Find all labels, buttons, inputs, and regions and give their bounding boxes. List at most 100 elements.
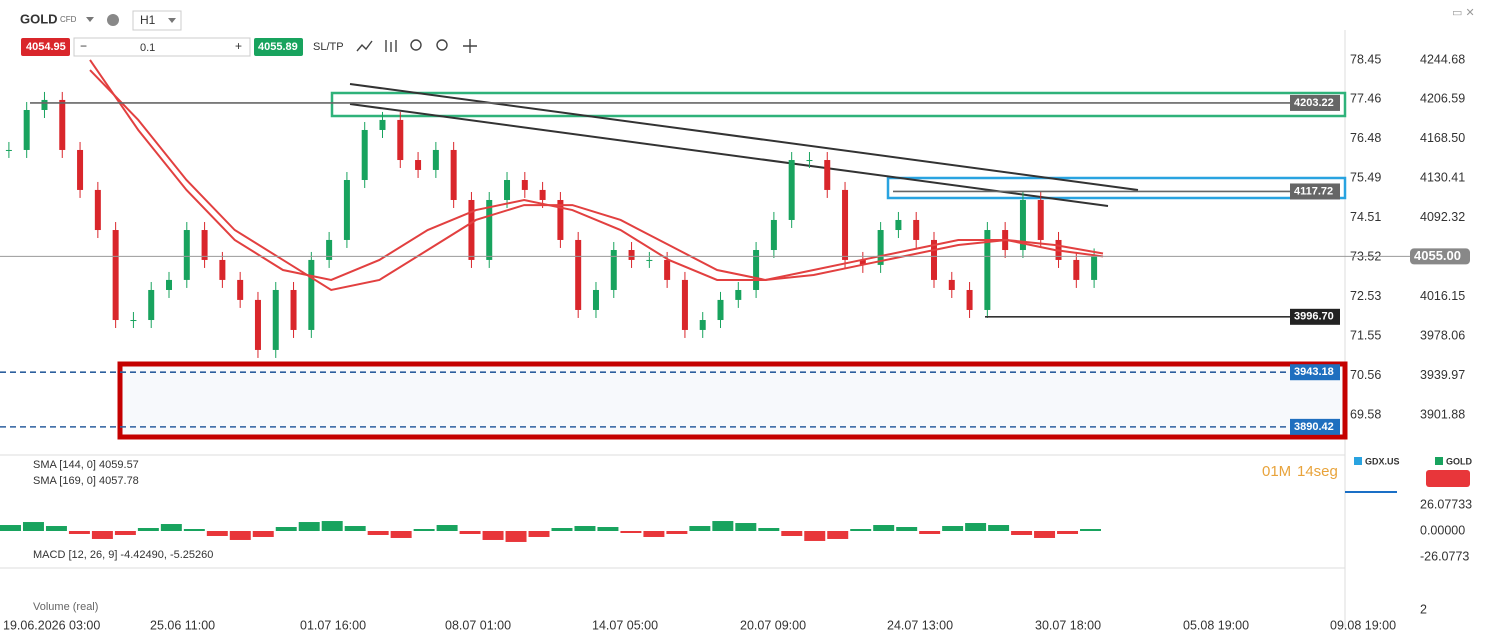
- macd-bar: [367, 531, 389, 535]
- candle-body: [539, 189, 546, 200]
- buy-button[interactable]: [254, 38, 303, 56]
- level-label: 4117.72: [1294, 185, 1333, 197]
- secondary-tick-label: 77.46: [1350, 92, 1381, 106]
- candle-body: [77, 149, 84, 190]
- candle-body: [308, 259, 315, 330]
- candle-body: [1019, 199, 1026, 251]
- level-label: 3890.42: [1294, 421, 1334, 433]
- macd-bar: [505, 531, 527, 542]
- candle-body: [237, 279, 244, 300]
- candle-body: [913, 219, 920, 240]
- secondary-tick-label: 75.49: [1350, 171, 1381, 185]
- info-icon[interactable]: [107, 14, 119, 26]
- candle-body: [735, 289, 742, 300]
- macd-bar: [390, 531, 412, 538]
- buy-price[interactable]: 4055.89: [258, 41, 298, 53]
- candle-body: [201, 230, 208, 260]
- price-tick-label: 4206.59: [1420, 92, 1465, 106]
- macd-bar: [252, 531, 274, 537]
- macd-bar: [0, 525, 21, 531]
- candle-body: [877, 230, 884, 265]
- symbol[interactable]: GOLD: [20, 11, 58, 26]
- level-label: 3943.18: [1294, 366, 1334, 378]
- candle-body: [628, 250, 635, 260]
- candle-body: [343, 180, 350, 240]
- level-tag: [1290, 183, 1340, 200]
- symbol-type: CFD: [60, 15, 77, 24]
- candle-body: [664, 259, 671, 280]
- secondary-tick-label: 69.58: [1350, 407, 1381, 421]
- candle-body: [824, 160, 831, 190]
- macd-bar: [988, 525, 1010, 531]
- candle-body: [646, 259, 653, 261]
- candle-body: [948, 279, 955, 290]
- secondary-tick-label: 70.56: [1350, 368, 1381, 382]
- secondary-tick-label: 76.48: [1350, 131, 1381, 145]
- volume-value[interactable]: 0.1: [140, 42, 155, 54]
- macd-bar: [1080, 529, 1101, 531]
- sell-button[interactable]: [21, 38, 70, 56]
- macd-bar: [229, 531, 251, 540]
- support-zone: [117, 361, 1348, 440]
- candle-body: [806, 160, 813, 162]
- macd-bar: [643, 531, 665, 537]
- macd-bar: [1034, 531, 1056, 538]
- window-controls[interactable]: ▭ ✕: [1452, 7, 1475, 19]
- time-tick-label: 30.07 18:00: [1035, 618, 1101, 632]
- macd-bar: [91, 531, 113, 539]
- time-tick-label: 01.07 16:00: [300, 618, 366, 632]
- macd-bar: [942, 526, 964, 531]
- candle-body: [94, 189, 101, 231]
- candle-body: [166, 279, 173, 290]
- price-tick-label: 4016.15: [1420, 289, 1465, 303]
- macd-bar: [1057, 531, 1079, 534]
- price-tick-label: 4168.50: [1420, 131, 1465, 145]
- trend-lines: [349, 83, 1139, 207]
- macd-bar: [896, 527, 918, 531]
- macd-bar: [827, 531, 849, 539]
- plus[interactable]: +: [235, 39, 242, 53]
- macd-tick-label: -26.0773: [1420, 549, 1469, 563]
- legend-entry[interactable]: GDX.US: [1365, 456, 1400, 466]
- volume-box[interactable]: [73, 37, 251, 57]
- macd-bar: [712, 521, 734, 531]
- sell-price[interactable]: 4054.95: [26, 41, 66, 53]
- level-label: 4055.00: [1414, 248, 1461, 263]
- macd-bar: [735, 523, 757, 531]
- secondary-tick-label: 71.55: [1350, 328, 1381, 342]
- candle-body: [254, 299, 261, 350]
- candle-body: [1037, 199, 1044, 240]
- macd-tick-label: 26.07733: [1420, 497, 1472, 511]
- dropdown-icon[interactable]: [86, 17, 94, 22]
- price-tick-label: 4092.32: [1420, 210, 1465, 224]
- timeframe-box[interactable]: [132, 10, 182, 31]
- sma-legend: SMA [144, 0] 4059.57: [33, 459, 139, 471]
- macd-bar: [183, 529, 205, 531]
- tool-icons[interactable]: [356, 39, 477, 53]
- macd-bar: [551, 528, 573, 531]
- macd-bar: [344, 526, 366, 531]
- candle-body: [148, 289, 155, 321]
- timer-minutes: 01M: [1262, 463, 1291, 480]
- minus[interactable]: −: [80, 39, 87, 53]
- candle-body: [112, 230, 119, 321]
- candle-body: [610, 250, 617, 290]
- candle-body: [521, 180, 528, 190]
- sl-tp[interactable]: SL/TP: [313, 41, 344, 53]
- legend-entry[interactable]: GOLD: [1446, 456, 1472, 466]
- legend-swatch: [1354, 457, 1362, 465]
- remove-button[interactable]: [1426, 470, 1470, 487]
- macd-bar: [965, 523, 987, 531]
- candle-body: [753, 250, 760, 290]
- candle-body: [415, 160, 422, 170]
- candle-body: [326, 239, 333, 260]
- macd-bar: [574, 526, 596, 531]
- timeframe[interactable]: H1: [140, 13, 156, 27]
- candle-body: [468, 199, 475, 260]
- candle-body: [397, 119, 404, 161]
- candle-body: [842, 189, 849, 260]
- sma-legend: SMA [169, 0] 4057.78: [33, 475, 139, 487]
- macd-bar: [459, 531, 481, 534]
- macd-bar: [160, 524, 182, 531]
- macd-bar: [206, 531, 228, 536]
